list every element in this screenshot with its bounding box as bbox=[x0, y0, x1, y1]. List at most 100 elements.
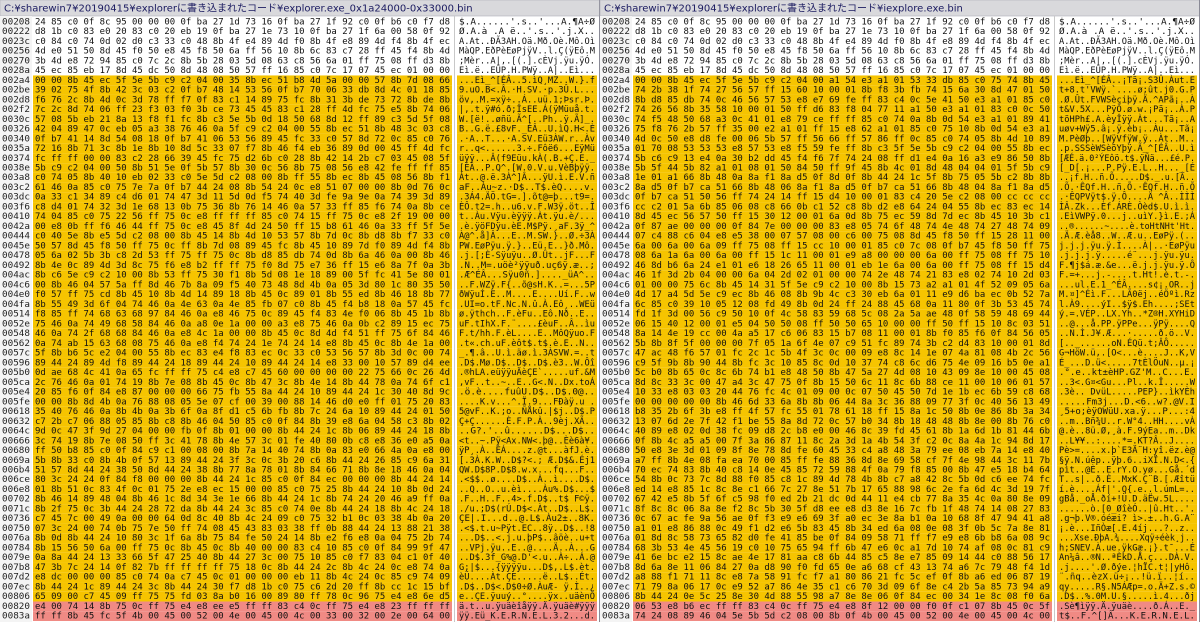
hex-bytes: 6c 85 c0 39 10 05 12 08 fd 49 8b 0d 24 f… bbox=[635, 300, 1050, 310]
hex-bytes: 47 3b 7c 24 14 0f 82 7b ff ff ff ff 75 1… bbox=[35, 563, 450, 573]
offset: 00444 bbox=[2, 232, 30, 242]
ascii-text: ÿÿ.Eü_K.E.R.N.E.L.3.2...d. bbox=[459, 612, 595, 622]
hex-bytes: 08 6a 1a 6a 00 6a 00 ff 15 1c 11 00 01 e… bbox=[635, 251, 1050, 261]
ascii-text: .ö.è....fuûU.D$..D$.0@.. bbox=[459, 387, 595, 398]
ascii-text: ÿP¸.À..ÉÁ....z.@t...àfJ.è. bbox=[459, 444, 595, 456]
diff-highlight bbox=[457, 367, 597, 378]
offset: 0052e bbox=[2, 319, 30, 329]
hex-bytes: 89 44 24 89 4d f8 89 44 24 18 89 44 24 1… bbox=[35, 358, 450, 368]
offset: 003a8 bbox=[602, 173, 630, 183]
hex-bytes: 74 24 08 89 46 04 5e 5b 5d c2 08 00 8b 0… bbox=[635, 612, 1050, 622]
diff-highlight bbox=[633, 309, 1052, 319]
file-path-title: C:¥sharewin7¥20190415¥explorerに書き込まれたコード… bbox=[604, 2, 963, 15]
diff-highlight bbox=[1057, 153, 1197, 164]
offset: 00340 bbox=[602, 134, 630, 144]
diff-highlight bbox=[633, 241, 1052, 251]
diff-highlight bbox=[33, 221, 452, 232]
ascii-text: ÈÔ.t2=.h..u6.v.F.W3ÿ.öt..Î bbox=[459, 200, 595, 212]
diff-highlight bbox=[633, 133, 1052, 144]
ascii-text: B..G.ë.£8vF._ÉÂ..U.ìQ.H<.È bbox=[459, 123, 595, 135]
offset: 003c2 bbox=[2, 183, 30, 193]
hex-bytes: 72 16 8b 71 3c 8b 1e 8b 10 8d 5c 33 07 f… bbox=[35, 144, 450, 154]
diff-highlight bbox=[33, 104, 452, 115]
hex-bytes: c7 2b c7 06 88 05 85 8b c8 8b 46 04 50 8… bbox=[35, 417, 450, 427]
diff-highlight bbox=[457, 377, 597, 388]
diff-highlight bbox=[457, 280, 597, 290]
offset: 007b8 bbox=[2, 563, 30, 573]
hex-bytes: c7 45 7c 00 49 0a 00 00 64 0d 8c 40 8b 4… bbox=[35, 514, 450, 524]
ascii-text: tõHPh£.A.èyÎÿÿ.Àt...Tã¡..A bbox=[1059, 113, 1195, 125]
offset: 00478 bbox=[602, 251, 630, 261]
ascii-text: ..F.WZÿ.F{..õ@sH.K..=...5P bbox=[459, 280, 595, 290]
ascii-text: .t«.ch.uF.èôt$.t$.è.E..N.. bbox=[459, 338, 595, 349]
ascii-text: .Ä.Æ.èå8..W..Æ.u..EøPÿ.(.. bbox=[1059, 231, 1195, 242]
diff-highlight bbox=[457, 572, 597, 583]
hex-bytes: 4d e0 51 50 8d 45 f0 50 e8 45 f8 50 6a f… bbox=[35, 47, 450, 57]
offset: 004e0 bbox=[2, 290, 30, 300]
offset: 0042a bbox=[2, 222, 30, 232]
hex-bytes: f8 85 ff 74 68 63 68 97 84 46 0a e8 46 7… bbox=[35, 310, 450, 320]
diff-highlight bbox=[1057, 435, 1197, 446]
hex-pane: C:¥sharewin7¥20190415¥explorerに書き込まれたコード… bbox=[0, 0, 601, 622]
hex-bytes: fc ff ff 00 00 83 c2 28 66 39 45 fc 75 d… bbox=[35, 154, 450, 164]
diff-highlight bbox=[1057, 104, 1197, 115]
hex-bytes: 0d ae 68 4c 41 0a 65 fc ff ff 75 c4 e8 c… bbox=[35, 368, 450, 378]
offset: 005e4 bbox=[602, 388, 630, 398]
diff-highlight bbox=[633, 611, 1052, 621]
diff-highlight bbox=[633, 387, 1052, 397]
diff-highlight bbox=[457, 396, 597, 407]
offset: 0023c bbox=[2, 37, 30, 47]
hex-bytes: 01 8d 8c 58 73 65 82 d0 fe 41 85 be 0f 8… bbox=[635, 534, 1050, 544]
hex-bytes: 0a 8a 44 24 13 33 66 5f 47 25 40 8b 44 2… bbox=[35, 553, 450, 563]
offset: 0045e bbox=[2, 241, 30, 251]
hex-bytes: 39 02 75 4f 8b 42 3c 03 c2 0f b7 48 14 5… bbox=[35, 86, 450, 96]
diff-highlight bbox=[633, 211, 1052, 222]
hex-bytes: 8b 2f 75 0c 3b 44 24 28 72 da 8b 44 24 3… bbox=[35, 504, 450, 514]
offset: 00208 bbox=[2, 17, 30, 27]
hex-bytes: 51 57 8d 44 24 38 50 8d 44 24 38 8b 77 8… bbox=[35, 466, 450, 476]
diff-highlight bbox=[33, 601, 452, 612]
offset: 0057c bbox=[2, 349, 30, 359]
offset: 006ce bbox=[602, 475, 630, 485]
diff-highlight bbox=[33, 192, 452, 203]
hex-pane: C:¥sharewin7¥20190415¥explorerに書き込まれたコード… bbox=[599, 0, 1200, 622]
offset: 00784 bbox=[2, 543, 30, 553]
diff-highlight bbox=[33, 250, 452, 261]
diff-highlight bbox=[633, 221, 1052, 232]
diff-highlight bbox=[1057, 280, 1197, 290]
diff-highlight bbox=[633, 396, 1052, 407]
diff-highlight bbox=[1057, 406, 1197, 417]
ascii-text: .j.j.j.ÿ.....é¨...j.ÿu.ÿu. bbox=[1059, 250, 1195, 261]
offset: 005b0 bbox=[2, 368, 30, 378]
diff-highlight bbox=[33, 202, 452, 212]
hex-bytes: 0a 33 c1 34 89 c4 d6 01 74 47 3d 11 5d 0… bbox=[35, 193, 450, 203]
hex-bytes: 20 85 f6 0f 84 e8 87 00 00 00 66 75 fb 5… bbox=[35, 388, 450, 398]
diff-highlight bbox=[1057, 582, 1197, 592]
ascii-text: F.¶j$á.æ.&e...ë.j.j.ÿu.ÿ.Ô bbox=[1059, 259, 1195, 271]
diff-highlight bbox=[1057, 396, 1197, 407]
diff-highlight bbox=[1057, 124, 1197, 134]
diff-highlight bbox=[33, 114, 452, 125]
ascii-text: .D$..%.0M.U.§.....ì.4...ðj bbox=[1059, 592, 1195, 602]
hex-bytes: 8d 8c 33 3c 00 47 a4 3c 47 75 0f 8b 15 5… bbox=[635, 378, 1050, 388]
diff-highlight bbox=[633, 280, 1052, 290]
diff-highlight bbox=[457, 523, 597, 534]
diff-highlight bbox=[457, 124, 597, 134]
diff-highlight bbox=[457, 172, 597, 183]
diff-highlight bbox=[1057, 572, 1197, 583]
hex-bytes: 6a 00 6a 00 6a 09 ff 75 08 ff 15 cc 10 0… bbox=[635, 241, 1050, 251]
diff-highlight bbox=[457, 319, 597, 329]
offset: 00562 bbox=[2, 339, 30, 349]
ascii-text: .....Fm3j...D.<6..w?.@V.I bbox=[1059, 397, 1195, 407]
diff-highlight bbox=[33, 94, 452, 105]
diff-highlight bbox=[457, 211, 597, 222]
offset: 00410 bbox=[602, 212, 630, 222]
diff-highlight bbox=[33, 241, 452, 251]
ascii-text: .è.ÿöFDÿu.èE.M$Pÿ.¸aF.3ÿ_^ bbox=[459, 221, 595, 232]
ascii-text: ......ò.[0_ØîèÓ..|û.Ht..'. bbox=[1059, 502, 1195, 514]
ascii-text: Ø.A.à .A ë..'.s..'.j.X.. bbox=[1059, 26, 1195, 37]
offset: 00736 bbox=[602, 514, 630, 524]
ascii-text: Pè>=....x.þ`E3Ä¨H:yî.ëz.è@ bbox=[1059, 445, 1195, 456]
hex-bytes: 07 c4 88 c6 04 e8 e5 38 00 07 57 08 00 c… bbox=[635, 232, 1050, 242]
diff-highlight bbox=[33, 85, 452, 95]
